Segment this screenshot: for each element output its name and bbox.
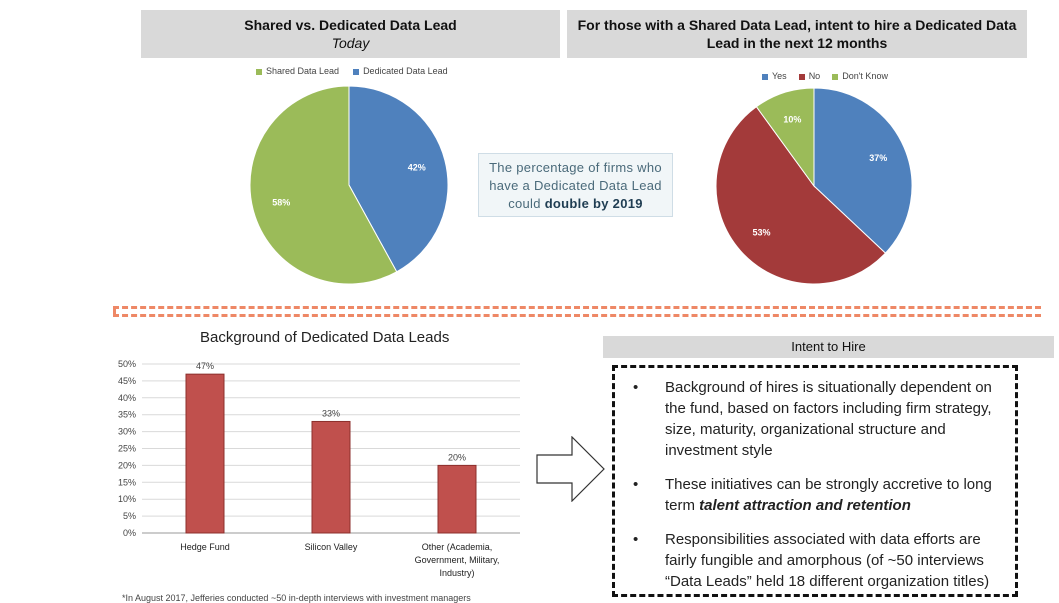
intent-to-hire-heading: Intent to Hire xyxy=(603,336,1054,358)
pie-data-label: 58% xyxy=(272,197,290,207)
left-pie-legend: Shared Data Lead Dedicated Data Lead xyxy=(256,66,448,76)
x-category-label: Other (Academia, xyxy=(422,542,493,552)
callout-line-2: have a Dedicated Data Lead xyxy=(489,178,662,193)
legend-item: Yes xyxy=(762,71,787,81)
bar xyxy=(185,373,225,534)
callout-highlight: double by 2019 xyxy=(544,196,643,211)
callout-prefix: could xyxy=(508,196,545,211)
legend-item: No xyxy=(798,71,821,81)
y-tick-label: 45% xyxy=(118,376,136,386)
intent-to-hire-pie: 37% 53% 10% xyxy=(715,87,913,285)
x-category-label: Hedge Fund xyxy=(180,542,230,552)
callout-line-3: could double by 2019 xyxy=(479,195,672,213)
shared-vs-dedicated-pie: 42% 58% xyxy=(249,85,449,285)
intent-bullet-2: These initiatives can be strongly accret… xyxy=(633,474,1007,516)
bar xyxy=(311,420,351,534)
y-tick-label: 40% xyxy=(118,393,136,403)
bar xyxy=(437,464,477,534)
shared-vs-dedicated-title: Shared vs. Dedicated Data Lead xyxy=(244,17,457,33)
intent-bullet-2-text: These initiatives can be strongly accret… xyxy=(665,476,992,514)
intent-bullet-2-emphasis: talent attraction and retention xyxy=(699,497,911,514)
pie-data-label: 37% xyxy=(869,153,887,163)
right-arrow-icon xyxy=(536,436,605,502)
legend-label: Yes xyxy=(772,71,787,81)
y-tick-label: 5% xyxy=(123,511,136,521)
bar-chart-title: Background of Dedicated Data Leads xyxy=(200,329,450,346)
x-category-label: Silicon Valley xyxy=(305,542,358,552)
shared-vs-dedicated-subtitle: Today xyxy=(331,35,370,51)
legend-swatch xyxy=(762,73,768,80)
intent-to-hire-pie-header: For those with a Shared Data Lead, inten… xyxy=(567,10,1027,58)
legend-label: Shared Data Lead xyxy=(266,66,340,76)
bar-data-label: 33% xyxy=(322,408,340,418)
intent-to-hire-pie-title: For those with a Shared Data Lead, inten… xyxy=(577,17,1017,51)
x-category-label: Government, Military, xyxy=(415,555,500,565)
legend-item: Dedicated Data Lead xyxy=(353,66,448,76)
pie-slice-shared-data-lead xyxy=(249,85,398,285)
legend-item: Don't Know xyxy=(832,71,888,81)
pie-slice-yes xyxy=(813,87,913,254)
legend-label: No xyxy=(808,71,821,81)
x-category-label: Industry) xyxy=(439,568,474,578)
y-tick-label: 20% xyxy=(118,460,136,470)
right-pie-legend: Yes No Don't Know xyxy=(762,71,888,81)
pie-slice-don-t-know xyxy=(755,87,815,188)
y-tick-label: 30% xyxy=(118,427,136,437)
shared-vs-dedicated-header: Shared vs. Dedicated Data Lead Today xyxy=(141,10,560,58)
y-tick-label: 15% xyxy=(118,477,136,487)
legend-label: Don't Know xyxy=(842,71,888,81)
y-tick-label: 10% xyxy=(118,494,136,504)
background-bar-chart: 0% 5% 10% 15% 20% 25% 30% 35% 40% 45% 50% 47% Hedge … xyxy=(118,359,520,578)
footnote: *In August 2017, Jefferies conducted ~50… xyxy=(122,593,471,603)
legend-swatch xyxy=(256,68,262,75)
y-tick-label: 50% xyxy=(118,359,136,369)
legend-item: Shared Data Lead xyxy=(256,66,339,76)
pie-slice-dedicated-data-lead xyxy=(348,85,449,273)
y-tick-label: 25% xyxy=(118,444,136,454)
section-divider xyxy=(113,306,1041,317)
legend-swatch xyxy=(798,73,805,80)
callout-line-1: The percentage of firms who xyxy=(489,160,662,175)
pie-data-label: 10% xyxy=(783,114,801,124)
bar-data-label: 47% xyxy=(196,361,214,371)
legend-swatch xyxy=(353,68,360,75)
pie-data-label: 53% xyxy=(752,227,770,237)
y-tick-label: 35% xyxy=(118,410,136,420)
legend-swatch xyxy=(832,73,839,80)
y-tick-label: 0% xyxy=(123,528,136,538)
callout-box: The percentage of firms who have a Dedic… xyxy=(478,153,673,217)
pie-slice-no xyxy=(715,106,887,285)
intent-bullet-1: Background of hires is situationally dep… xyxy=(633,377,1007,461)
intent-bullet-3: Responsibilities associated with data ef… xyxy=(633,529,1007,592)
bar-data-label: 20% xyxy=(448,452,466,462)
intent-to-hire-box: Background of hires is situationally dep… xyxy=(612,365,1018,597)
legend-label: Dedicated Data Lead xyxy=(363,66,448,76)
pie-data-label: 42% xyxy=(408,163,426,173)
